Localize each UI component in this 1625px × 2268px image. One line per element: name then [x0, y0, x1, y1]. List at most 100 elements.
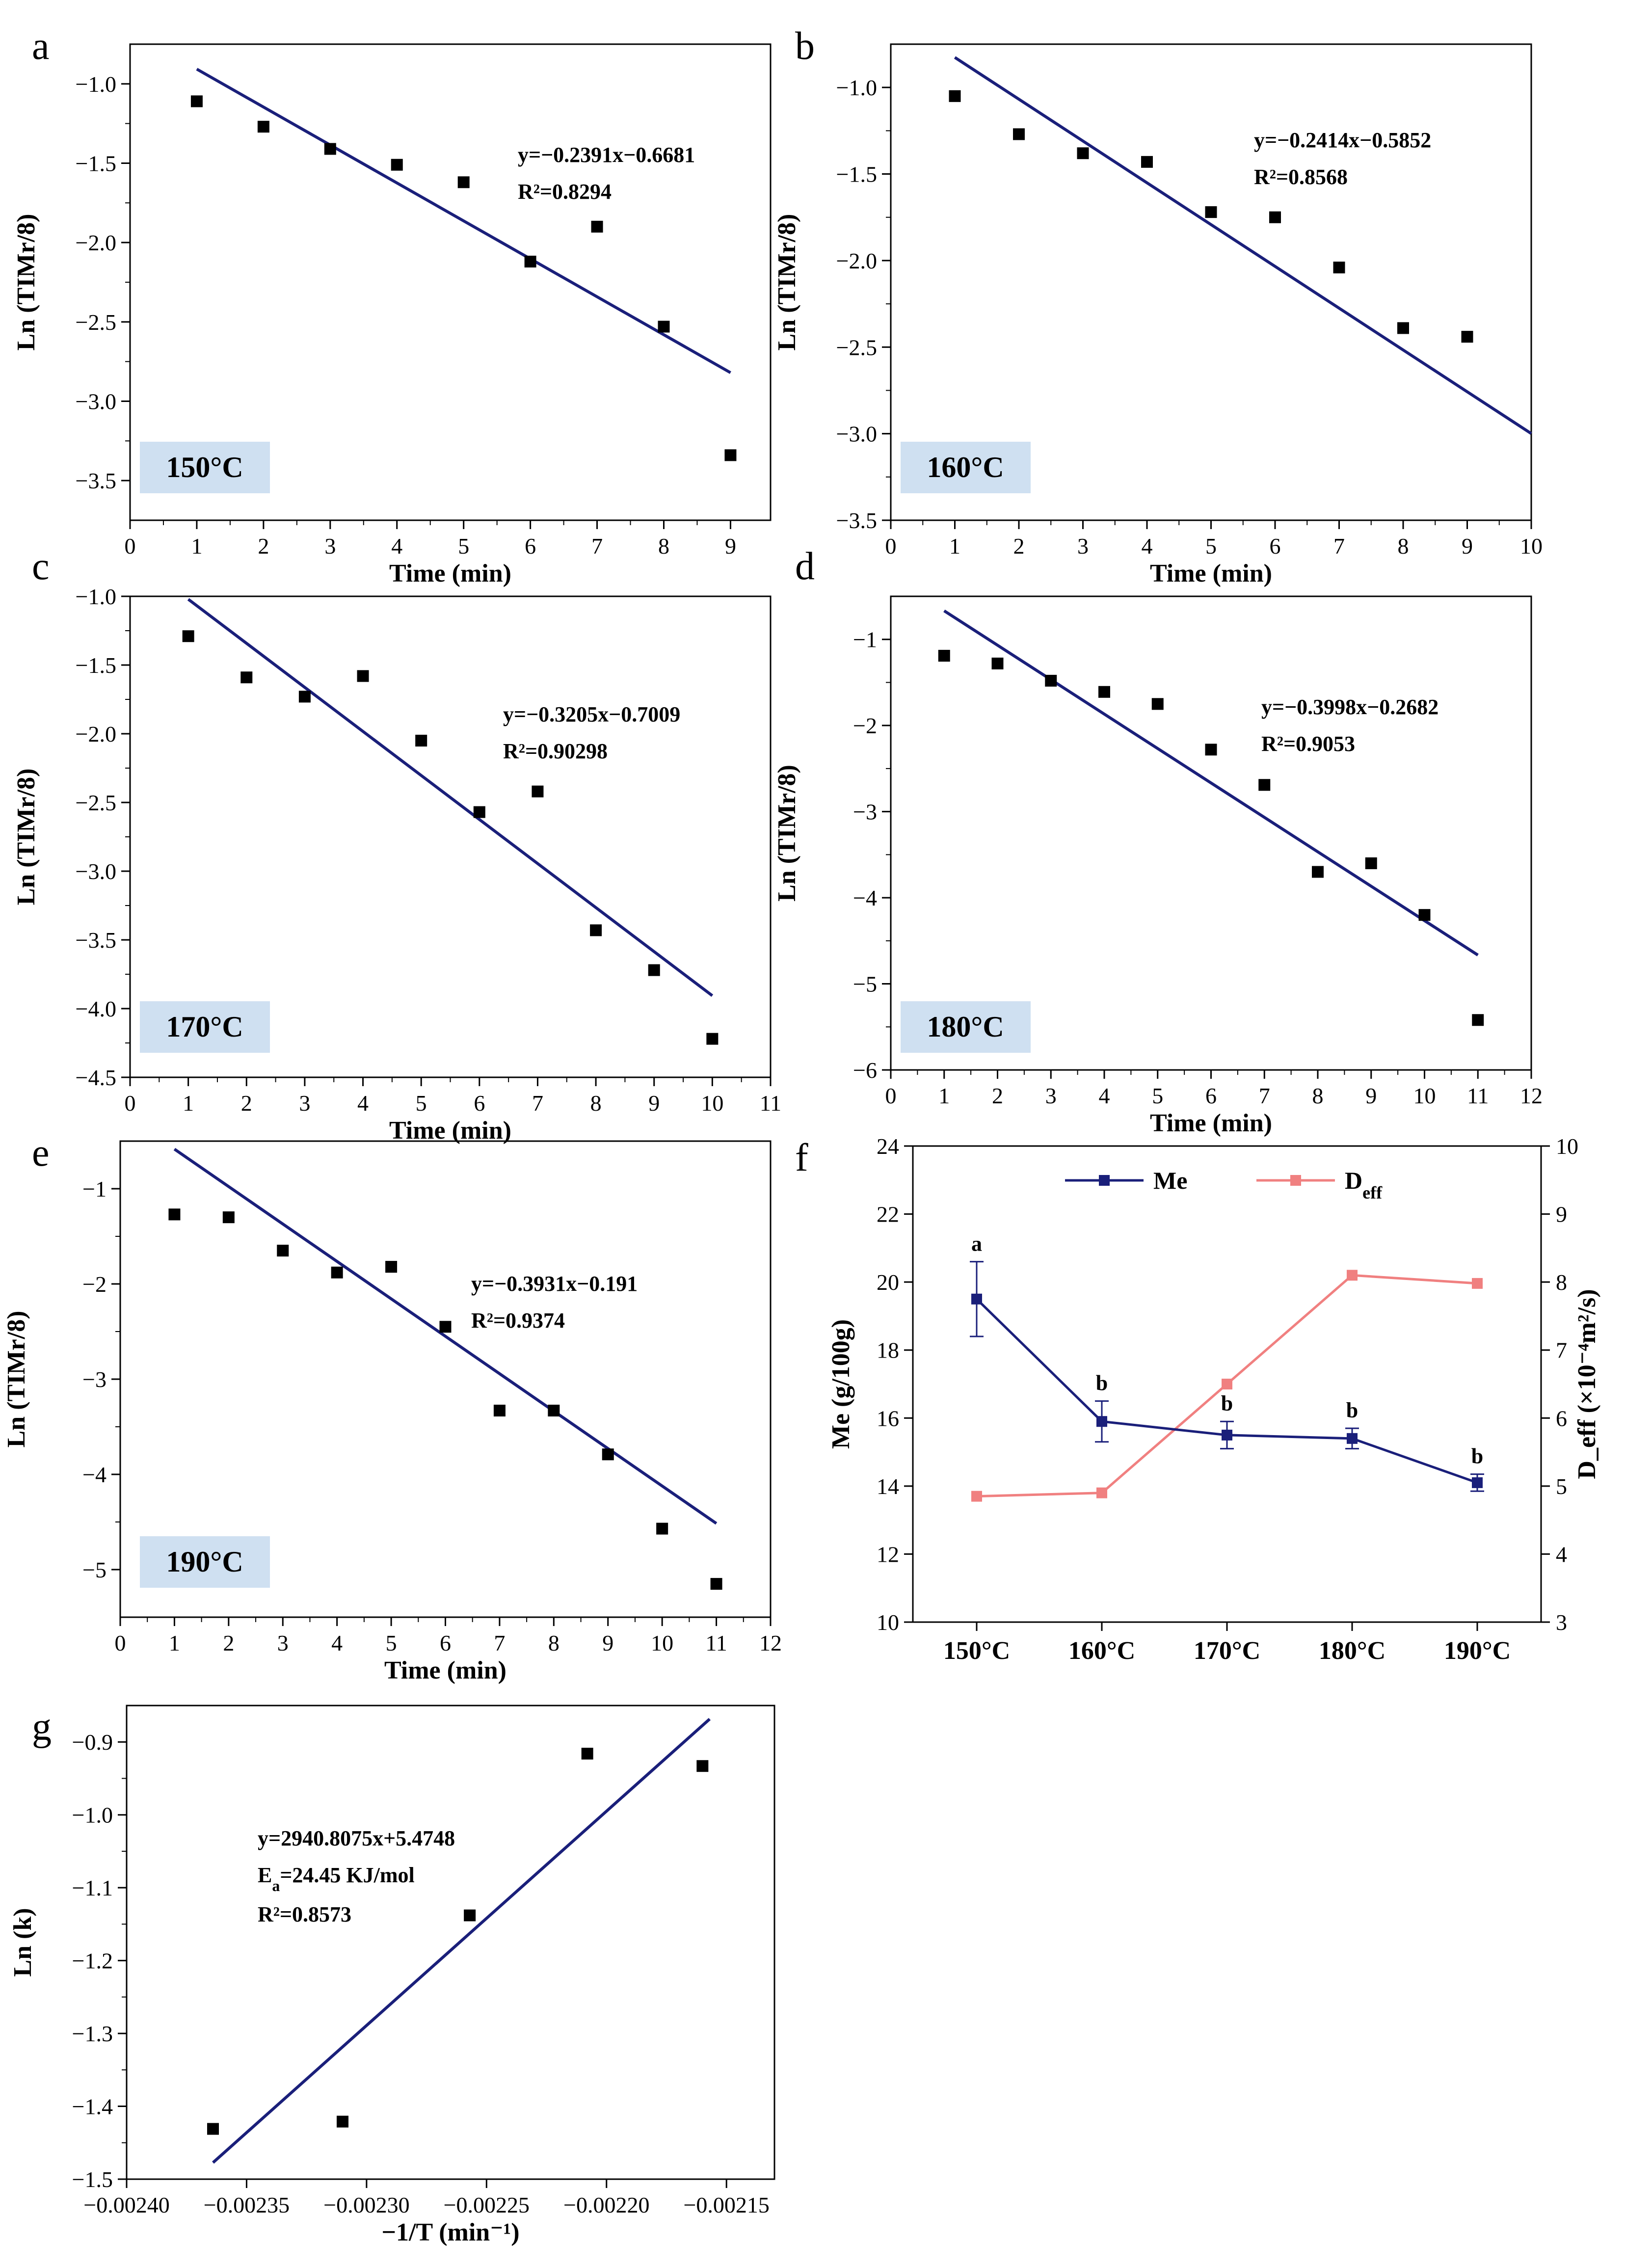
- panel-d-ylabel: Ln (TIMr/8): [773, 765, 801, 902]
- panel-a-temp-box: [140, 442, 270, 493]
- panel-d-ytick-label: −2: [853, 713, 877, 738]
- panel-a-ytick-label: −3.0: [76, 389, 116, 414]
- panel-c-xtick-label: 0: [125, 1091, 136, 1116]
- panel-a-ytick-label: −1.5: [76, 151, 116, 176]
- panel-d-point: [1205, 744, 1217, 756]
- panel-e-point: [439, 1321, 452, 1333]
- panel-a-xtick-label: 9: [725, 534, 736, 559]
- panel-b-xtick-label: 7: [1333, 534, 1345, 559]
- panel-d-point: [1312, 866, 1324, 878]
- panel-g-point: [337, 2115, 348, 2128]
- panel-f-ytick-label: 22: [877, 1202, 899, 1227]
- panel-b-temp-box: [901, 442, 1031, 493]
- panel-c-ytick-label: −3.0: [76, 859, 116, 884]
- panel-e-point: [710, 1578, 722, 1590]
- panel-d-ytick-label: −6: [853, 1058, 877, 1083]
- panel-f-ytick-label: 16: [877, 1406, 899, 1431]
- panel-c-ylabel: Ln (TIMr/8): [12, 769, 40, 906]
- panel-e-point: [277, 1245, 289, 1257]
- panel-f-y2tick-label: 6: [1556, 1406, 1567, 1431]
- panel-c-fit-line: [187, 598, 714, 997]
- panel-d-point: [991, 657, 1004, 669]
- panel-c-equation: y=−0.3205x−0.7009: [503, 702, 680, 726]
- panel-d-ytick-label: −1: [853, 627, 877, 652]
- panel-f-y2tick-label: 9: [1556, 1202, 1567, 1227]
- panel-c-ytick-label: −1.0: [76, 584, 116, 609]
- panel-e-point: [385, 1261, 398, 1273]
- panel-f-legend-deff-marker: [1290, 1175, 1301, 1186]
- panel-g-point: [581, 1747, 593, 1760]
- panel-e-ytick-label: −2: [82, 1272, 107, 1297]
- panel-e-ytick-label: −1: [82, 1176, 107, 1201]
- panel-b-ytick-label: −3.0: [836, 422, 877, 447]
- panel-f-xtick-label: 150°C: [943, 1637, 1010, 1665]
- panel-b-point: [1269, 211, 1281, 223]
- panel-c-label: c: [32, 545, 50, 588]
- panel-a-point: [257, 121, 269, 133]
- panel-f-y2tick-label: 5: [1556, 1474, 1567, 1499]
- panel-b-ytick-label: −3.5: [836, 508, 877, 533]
- panel-f-significance-label: b: [1471, 1444, 1483, 1468]
- panel-d-temperature: 180°C: [927, 1011, 1004, 1043]
- panel-b-xtick-label: 3: [1077, 534, 1089, 559]
- panel-e-xtick-label: 11: [705, 1630, 727, 1655]
- panel-b-xtick-label: 0: [885, 534, 897, 559]
- panel-f-y2tick-label: 7: [1556, 1338, 1567, 1363]
- panel-b-xtick-label: 10: [1520, 534, 1543, 559]
- panel-a-label: a: [32, 25, 50, 68]
- panel-e-xtick-label: 12: [759, 1630, 782, 1655]
- panel-e-equation: y=−0.3931x−0.191: [471, 1272, 638, 1296]
- panel-b-xtick-label: 2: [1013, 534, 1025, 559]
- panel-b-ytick-label: −1.5: [836, 162, 877, 187]
- panel-d-label: d: [795, 545, 815, 588]
- panel-g-label: g: [32, 1706, 52, 1749]
- panel-a-xtick-label: 0: [125, 534, 136, 559]
- panel-b-point: [1397, 322, 1409, 334]
- panel-g-ylabel: Ln (k): [9, 1908, 37, 1976]
- panel-f-me-point: [1096, 1416, 1107, 1427]
- panel-b-xtick-label: 6: [1270, 534, 1281, 559]
- panel-b-fit-line: [954, 56, 1532, 435]
- panel-g-xtick-label: −0.00230: [323, 2192, 409, 2217]
- panel-e-point: [602, 1448, 614, 1461]
- panel-a-point: [658, 320, 670, 333]
- panel-g-ytick-label: −1.1: [72, 1875, 113, 1900]
- panel-f-y2label: D_eff (×10⁻⁴m²/s): [1573, 1289, 1601, 1479]
- panel-a-point: [190, 95, 203, 107]
- panel-e-xtick-label: 9: [602, 1630, 613, 1655]
- panel-d-point: [1258, 779, 1271, 791]
- panel-b-point: [1333, 262, 1345, 274]
- panel-c-point: [590, 924, 602, 936]
- panel-b-ytick-label: −2.0: [836, 248, 877, 273]
- panel-g-point: [207, 2123, 219, 2135]
- panel-f-y2tick-label: 8: [1556, 1270, 1567, 1295]
- panel-d-point: [1151, 698, 1164, 710]
- panel-f-significance-label: b: [1346, 1398, 1358, 1422]
- panel-c-point: [182, 630, 194, 642]
- panel-a-temperature: 150°C: [166, 451, 243, 483]
- panel-d-fit-line: [943, 609, 1479, 957]
- panel-f-ytick-label: 12: [877, 1542, 899, 1567]
- panel-f-label: f: [795, 1136, 808, 1179]
- panel-g-r-squared: R²=0.8573: [258, 1902, 351, 1926]
- panel-c-point: [298, 691, 311, 703]
- panel-f-legend-me-marker: [1099, 1175, 1110, 1186]
- panel-d-xtick-label: 12: [1520, 1083, 1543, 1108]
- panel-b-temperature: 160°C: [927, 451, 1004, 483]
- panel-c-xtick-label: 2: [241, 1091, 252, 1116]
- panel-c-xtick-label: 8: [590, 1091, 602, 1116]
- panel-d-ytick-label: −4: [853, 885, 877, 910]
- panel-e-ylabel: Ln (TIMr/8): [2, 1311, 30, 1448]
- panel-f-y2tick-label: 10: [1556, 1134, 1578, 1159]
- panel-g-xtick-label: −0.00240: [83, 2192, 169, 2217]
- panel-c-xlabel: Time (min): [389, 1117, 511, 1145]
- panel-a-point: [591, 220, 603, 233]
- panel-b-point: [1141, 156, 1153, 168]
- panel-e-temperature: 190°C: [166, 1546, 243, 1578]
- panel-d-xtick-label: 5: [1152, 1083, 1163, 1108]
- panel-a-point: [391, 159, 403, 171]
- panel-f-deff-point: [971, 1491, 982, 1502]
- panel-g-ytick-label: −0.9: [72, 1730, 113, 1755]
- panel-e-point: [222, 1211, 235, 1224]
- panel-g-ytick-label: −1.0: [72, 1803, 113, 1828]
